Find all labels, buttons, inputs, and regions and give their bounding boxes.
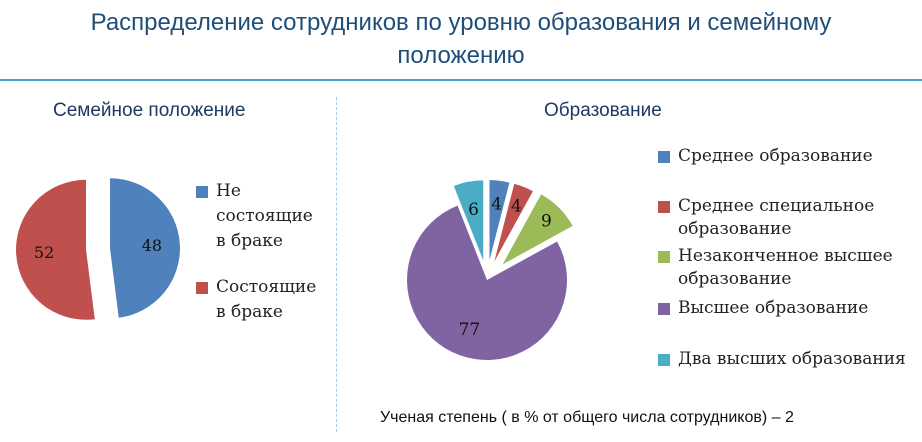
marital-chart-title: Семейное положение	[53, 100, 246, 121]
education-legend-label: Среднее образование	[678, 146, 873, 166]
marital-slice-состоящие-в-браке	[16, 179, 95, 320]
education-legend-item: Незаконченное высшее образование	[658, 245, 913, 291]
education-slice-среднее-специальное-образование	[494, 183, 533, 262]
education-legend-swatch	[658, 151, 670, 163]
education-legend-label: Незаконченное высшее образование	[678, 246, 893, 289]
marital-legend-item: Состоящие в браке	[196, 275, 326, 325]
education-slice-среднее-образование	[489, 180, 510, 261]
title-underline	[0, 79, 922, 81]
slide-title-line-2: положению	[397, 42, 525, 69]
marital-legend-swatch	[196, 282, 208, 294]
academic-degree-note: Ученая степень ( в % от общего числа сот…	[380, 409, 794, 426]
education-slice-незаконченное-высшее-образование	[502, 194, 573, 265]
education-legend-item: Среднее специальное образование	[658, 195, 913, 241]
education-legend-swatch	[658, 303, 670, 315]
marital-slice-не-состоящие-в-браке	[109, 178, 180, 318]
education-legend-label: Среднее специальное образование	[678, 196, 875, 239]
panel-divider	[336, 97, 337, 432]
marital-slice-value-label: 48	[142, 236, 162, 255]
marital-legend-swatch	[196, 186, 208, 198]
education-legend-label: Два высших образования	[678, 349, 906, 369]
education-slice-два-высших-образования	[453, 180, 484, 261]
slide-title: Распределение сотрудников по уровню обра…	[0, 6, 922, 72]
education-slice-value-label: 4	[511, 197, 522, 217]
education-slice-value-label: 6	[468, 200, 479, 220]
marital-legend-item: Не состоящие в браке	[196, 179, 326, 254]
education-chart-title: Образование	[544, 100, 662, 121]
education-slice-высшее-образование	[407, 205, 568, 360]
education-legend-swatch	[658, 251, 670, 263]
education-slice-value-label: 9	[541, 212, 552, 232]
slide-title-line-1: Распределение сотрудников по уровню обра…	[90, 9, 832, 36]
education-slice-value-label: 77	[459, 320, 481, 340]
marital-legend-label: Не состоящие в браке	[216, 181, 313, 251]
marital-slice-value-label: 52	[34, 243, 54, 262]
education-slice-value-label: 4	[491, 195, 502, 215]
education-legend-item: Два высших образования	[658, 348, 913, 371]
education-legend-item: Среднее образование	[658, 145, 913, 168]
education-legend-swatch	[658, 201, 670, 213]
education-legend-label: Высшее образование	[678, 298, 869, 318]
education-legend-item: Высшее образование	[658, 297, 913, 320]
marital-legend-label: Состоящие в браке	[216, 277, 317, 322]
education-legend-swatch	[658, 354, 670, 366]
